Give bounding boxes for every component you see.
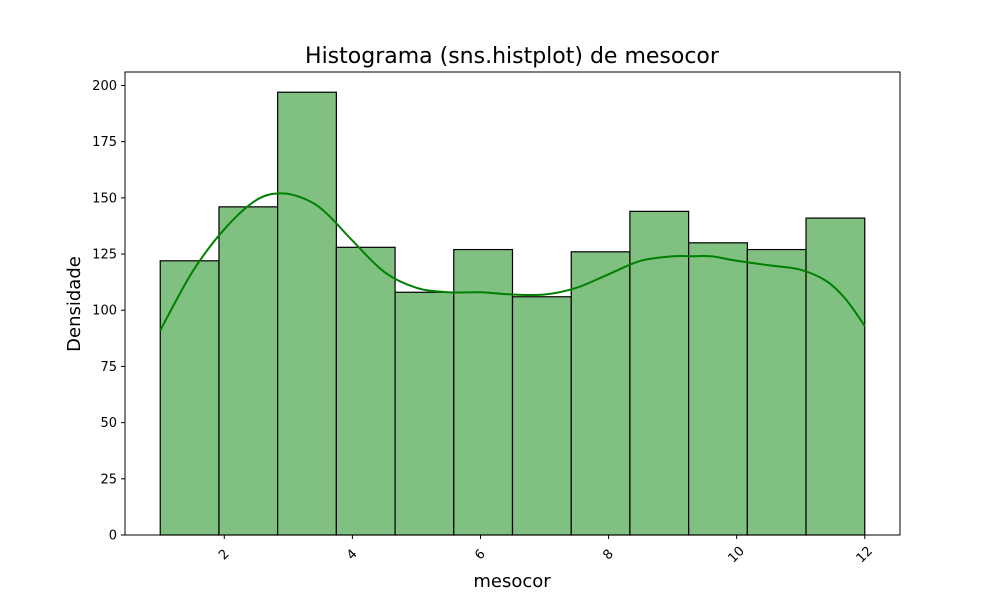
y-tick-label: 125: [92, 248, 117, 263]
chart-title: Histograma (sns.histplot) de mesocor: [305, 44, 720, 69]
x-tick-label: 2: [216, 547, 232, 563]
x-tick-label: 4: [344, 547, 360, 563]
x-tick-label: 6: [472, 547, 488, 563]
y-tick-label: 0: [109, 529, 117, 544]
histogram-bar-5: [394, 291, 455, 536]
y-axis-label: Densidade: [64, 256, 85, 352]
y-tick-label: 25: [100, 472, 117, 487]
y-tick-label: 200: [92, 79, 117, 94]
histogram-bar-2: [218, 206, 279, 536]
plot-frame: [124, 71, 901, 536]
histogram-bar-10: [688, 242, 748, 536]
histogram-bar-8: [570, 251, 631, 536]
y-tick-label: 75: [100, 360, 117, 375]
histogram-bar-1: [159, 260, 220, 536]
y-tick-label: 150: [92, 191, 117, 206]
y-tick-label: 100: [92, 304, 117, 319]
y-tick-label: 175: [92, 135, 117, 150]
histogram-bar-12: [805, 217, 866, 536]
x-axis-label: mesocor: [473, 571, 551, 592]
histogram-bar-4: [335, 246, 396, 536]
y-tick-label: 50: [100, 416, 117, 431]
histogram-bar-9: [629, 210, 690, 536]
x-tick-label: 12: [854, 544, 876, 566]
kde-line: [159, 192, 866, 331]
y-axis: 0 25 50 75 100 125 150 175 200: [92, 79, 125, 544]
bars-group: [159, 91, 866, 536]
x-axis: 2 4 6 8 10 12: [216, 535, 876, 566]
histogram-bar-7: [511, 296, 572, 536]
histogram-bar-11: [746, 248, 807, 536]
x-tick-label: 8: [600, 547, 616, 563]
histogram-bar-6: [453, 248, 514, 536]
x-tick-label: 10: [726, 544, 748, 566]
histogram-bar-3: [277, 91, 337, 536]
